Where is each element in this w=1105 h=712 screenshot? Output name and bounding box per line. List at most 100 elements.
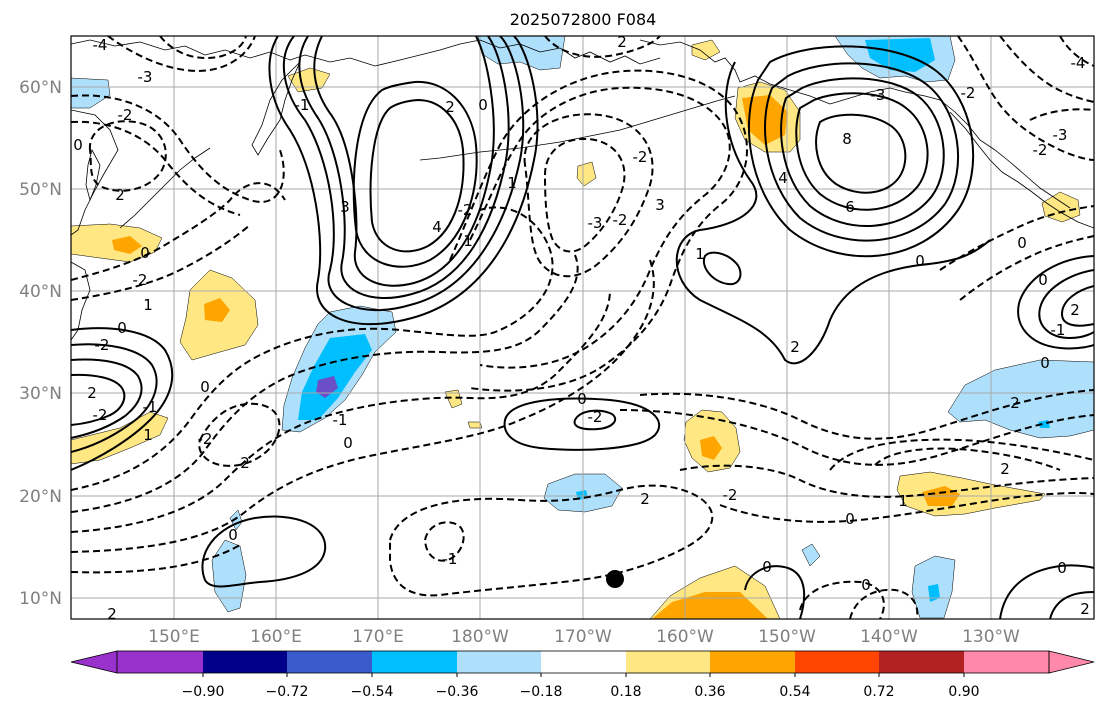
coastline-siberia	[71, 39, 521, 67]
colorbar-swatch-10	[879, 651, 964, 673]
contour-kamchatka-hump-outer	[268, 36, 539, 326]
lon-label-140w: 140°W	[860, 627, 918, 647]
shade-blue-west-low	[211, 539, 247, 613]
colorbar-swatch-3	[287, 651, 372, 673]
contour-label: 0	[861, 576, 871, 594]
contour-dash-ne-3	[1059, 36, 1094, 67]
contour-dash-kuril-1	[71, 182, 286, 281]
contour-label: 0	[915, 252, 925, 270]
contour-alaska-low-outer	[748, 45, 975, 258]
contour-label: 0	[1038, 271, 1048, 289]
graticule	[71, 36, 1094, 619]
contour-label: -3	[138, 68, 153, 86]
contour-label: 2	[445, 98, 455, 116]
shade-cyan-central	[298, 334, 372, 420]
contour-central-high-1	[503, 397, 661, 451]
contour-dash-north-4	[159, 36, 247, 60]
colorbar: −0.90 −0.72 −0.54 −0.36 −0.18 0.18 0.36 …	[70, 650, 1095, 700]
contour-west-low-circle	[201, 515, 327, 588]
contour-dash-north-central-4	[449, 69, 748, 392]
contour-dash-south-3	[799, 580, 885, 619]
contour-label: -2	[118, 106, 133, 124]
colorbar-label: 0.72	[863, 684, 894, 700]
colorbar-swatch-6	[541, 651, 626, 673]
lon-label-150w: 150°W	[758, 627, 816, 647]
lon-label-150e: 150°E	[148, 627, 200, 647]
lat-label-10n: 10°N	[19, 589, 62, 609]
contour-dash-east-6	[719, 492, 1094, 523]
contour-dash-north-central-1	[523, 113, 654, 278]
contour-label: 1	[143, 426, 153, 444]
contour-label: -3	[588, 214, 603, 232]
colorbar-label: 0.36	[694, 684, 725, 700]
coastline-kamchatka	[251, 61, 301, 156]
coastline-okhotsk	[71, 109, 119, 236]
contour-label: -4	[1071, 54, 1086, 72]
colorbar-swatch-7	[626, 651, 710, 673]
contour-label: 1	[463, 232, 473, 250]
contour-gulf-zero	[675, 61, 991, 365]
coastline-aleutians	[419, 95, 736, 161]
contour-dash-east-5	[874, 447, 1061, 471]
contour-label: 0	[1017, 234, 1027, 252]
coastline-chukotka	[519, 43, 661, 65]
contour-dash-north-1	[71, 94, 285, 203]
lat-label-60n: 60°N	[19, 78, 62, 98]
contour-dash-north-central-3	[469, 86, 731, 369]
contour-central-high-2	[573, 409, 617, 431]
contour-label: 0	[343, 434, 353, 452]
colorbar-swatch-9	[795, 651, 879, 673]
contour-kamchatka-hump-1	[282, 36, 525, 312]
contour-label: 0	[200, 378, 210, 396]
coastline-japan	[71, 261, 91, 341]
colorbar-swatch-4	[372, 651, 457, 673]
contour-label: -1	[443, 550, 458, 568]
contour-label: 3	[340, 198, 350, 216]
contour-west-ridge-0	[71, 327, 174, 471]
map-frame	[70, 35, 1095, 620]
contour-label: 1	[143, 296, 153, 314]
contour-label: -2	[93, 406, 108, 424]
shade-orange-south	[652, 592, 768, 619]
contour-west-ridge-4	[71, 373, 126, 426]
lon-label-160w: 160°W	[656, 627, 714, 647]
contour-dash-west-1	[71, 206, 554, 491]
contour-label: 2	[617, 33, 627, 51]
contour-dash-east-1	[639, 389, 1094, 440]
shade-orange-hawaii-n	[700, 436, 722, 460]
contour-label: 0	[228, 526, 238, 544]
colorbar-swatch-1	[117, 651, 203, 673]
contour-dash-east-4	[829, 438, 1094, 471]
coastline-bc	[949, 111, 1094, 229]
colorbar-swatch-5	[457, 651, 541, 673]
lat-label-30n: 30°N	[19, 384, 62, 404]
contour-dash-west-3	[71, 289, 611, 533]
contour-dash-ne-1	[957, 36, 1094, 161]
shade-blue-east	[947, 359, 1094, 439]
contour-label: 6	[845, 198, 855, 216]
contour-kamchatka-core-3	[369, 98, 465, 253]
contour-east-bottom	[999, 564, 1094, 619]
colorbar-extend-low	[70, 650, 118, 674]
contour-kamchatka-core-4	[352, 80, 478, 268]
colorbar-label: −0.54	[351, 684, 394, 700]
shade-orange-west-mid	[204, 298, 230, 322]
contour-label: 0	[140, 244, 150, 262]
coastline-alaska	[639, 39, 1071, 209]
contour-label: 2	[1000, 460, 1010, 478]
lon-label-160e: 160°E	[250, 627, 302, 647]
shade-cyan-alaska	[865, 38, 935, 72]
contour-east-edge-high-2	[1038, 269, 1094, 340]
contour-label: -1	[1051, 321, 1066, 339]
contour-label: 1	[898, 492, 908, 510]
contour-label: 2	[640, 490, 650, 508]
contour-east-edge-high-1	[1017, 255, 1094, 350]
contour-gulf-small-loop	[702, 251, 742, 286]
contour-label: 0	[577, 390, 587, 408]
lat-label-40n: 40°N	[19, 282, 62, 302]
lon-label-130w: 130°W	[962, 627, 1020, 647]
contour-label: 0	[1040, 354, 1050, 372]
colorbar-swatch-2	[203, 651, 287, 673]
contour-kamchatka-hump-3	[313, 36, 495, 287]
